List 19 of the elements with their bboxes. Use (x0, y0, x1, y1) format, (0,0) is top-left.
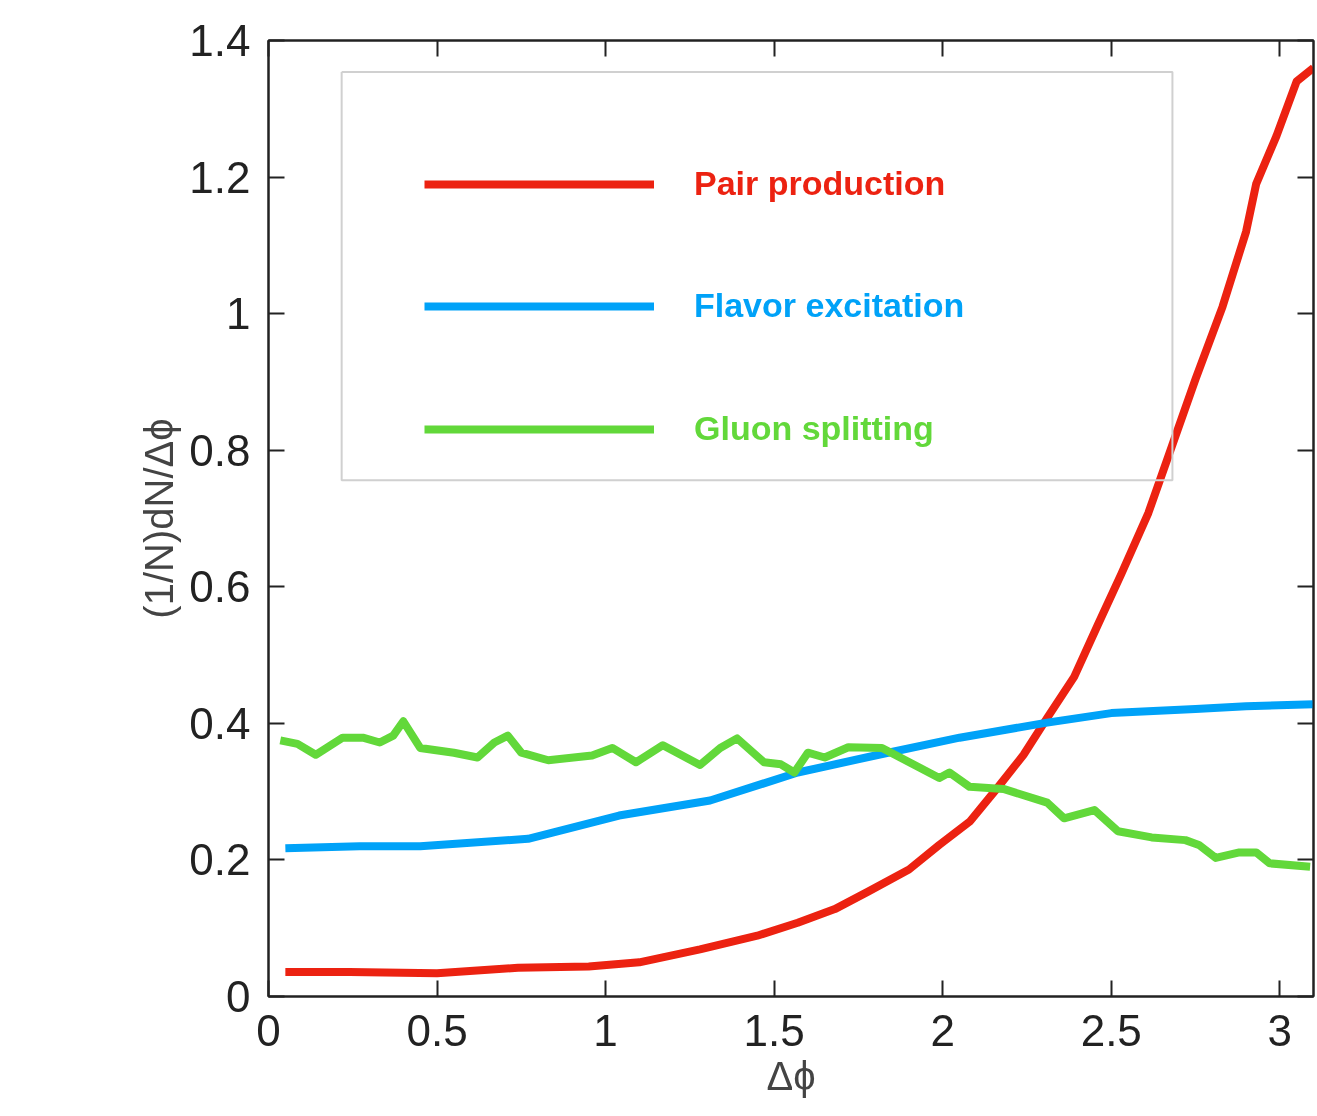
text: Gluon splitting (694, 409, 934, 448)
x-axis-title: Δϕ (766, 1053, 816, 1098)
x-tick-label: 0.5 (406, 1005, 468, 1055)
y-axis-title: (1/N)dN/Δϕ (137, 418, 182, 619)
text: Flavor excitation (694, 286, 965, 325)
x-tick-label: 2.5 (1080, 1005, 1142, 1055)
x-tick-label: 3 (1267, 1005, 1293, 1055)
y-tick-label: 0.4 (189, 698, 251, 748)
x-tick-label: 1.5 (743, 1005, 805, 1055)
x-tick-label: 2 (930, 1005, 955, 1055)
y-tick-label: 0.8 (189, 425, 251, 475)
y-tick-label: 1 (226, 289, 251, 339)
y-tick-label: 1.2 (189, 152, 251, 202)
y-tick-label: 0 (226, 972, 251, 1021)
x-tick-label: 1 (593, 1005, 618, 1055)
y-tick-label: 0.6 (189, 562, 251, 612)
text: Pair production (694, 164, 946, 203)
y-tick-label: 0.2 (189, 835, 251, 885)
y-tick-label: 1.4 (189, 16, 251, 65)
